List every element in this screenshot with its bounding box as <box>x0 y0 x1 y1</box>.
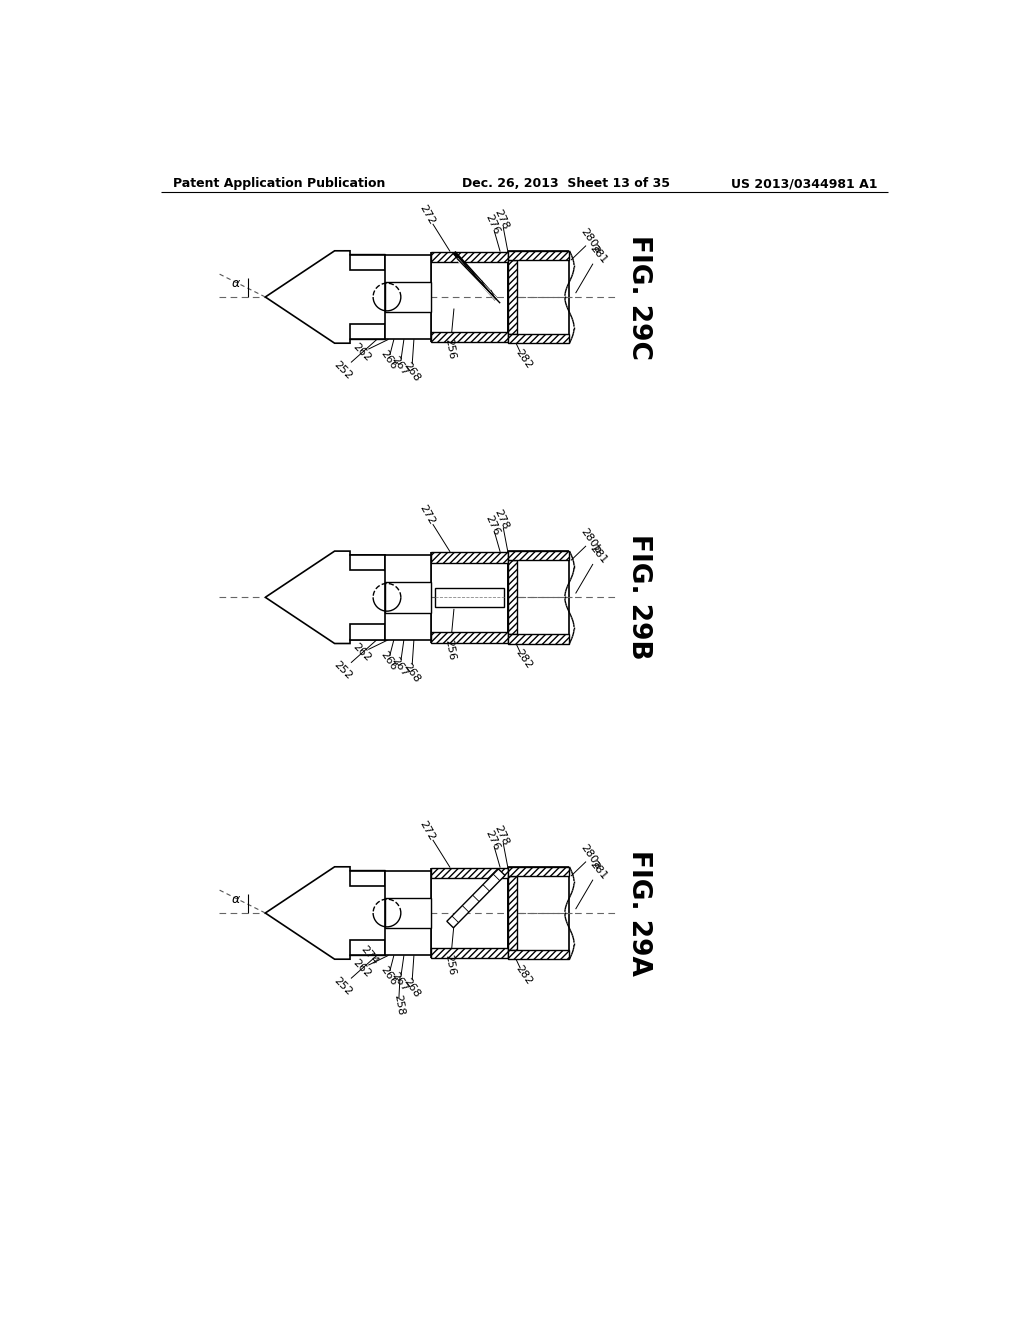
Bar <box>385 554 431 640</box>
Bar <box>508 260 517 334</box>
Bar <box>388 284 396 312</box>
Text: 252: 252 <box>331 975 353 997</box>
Text: 267: 267 <box>390 355 411 378</box>
Text: 278: 278 <box>493 508 511 532</box>
Bar <box>431 867 508 878</box>
Polygon shape <box>350 624 385 640</box>
Text: 282: 282 <box>513 347 534 370</box>
Text: 266: 266 <box>378 348 398 372</box>
Bar <box>508 867 569 876</box>
Text: US 2013/0344981 A1: US 2013/0344981 A1 <box>731 177 878 190</box>
Text: 272: 272 <box>418 818 436 842</box>
Polygon shape <box>350 554 385 570</box>
Text: 262: 262 <box>350 957 373 979</box>
Bar <box>385 582 431 612</box>
Bar <box>508 251 569 260</box>
Text: Dec. 26, 2013  Sheet 13 of 35: Dec. 26, 2013 Sheet 13 of 35 <box>462 177 670 190</box>
Bar <box>435 589 504 607</box>
Bar <box>508 334 569 343</box>
Text: 281: 281 <box>588 858 609 882</box>
Text: 276: 276 <box>483 513 502 537</box>
Bar <box>508 950 569 960</box>
Text: 268: 268 <box>401 360 422 384</box>
Bar <box>385 898 431 928</box>
Text: 266: 266 <box>378 965 398 987</box>
Bar <box>508 560 517 635</box>
Text: 272: 272 <box>418 203 436 226</box>
Text: 262: 262 <box>350 342 373 363</box>
Text: 272: 272 <box>418 503 436 527</box>
Bar <box>431 632 508 643</box>
Text: 282: 282 <box>513 647 534 671</box>
Bar <box>431 552 508 562</box>
Polygon shape <box>350 871 385 886</box>
Text: 280a: 280a <box>579 842 603 871</box>
Text: 268: 268 <box>401 977 422 1001</box>
Bar <box>508 876 517 950</box>
Text: FIG. 29A: FIG. 29A <box>626 850 651 975</box>
Bar <box>508 635 569 644</box>
Text: 256: 256 <box>443 338 457 360</box>
Bar <box>431 331 508 342</box>
Text: FIG. 29C: FIG. 29C <box>626 235 651 359</box>
Text: 262: 262 <box>350 642 373 664</box>
Text: 258: 258 <box>392 994 406 1016</box>
Polygon shape <box>350 940 385 956</box>
Text: 276: 276 <box>483 213 502 236</box>
Text: 252: 252 <box>331 660 353 681</box>
Bar <box>385 871 431 956</box>
Bar <box>508 552 569 561</box>
Bar <box>431 252 508 263</box>
Text: Patent Application Publication: Patent Application Publication <box>173 177 385 190</box>
Bar <box>388 899 396 927</box>
Polygon shape <box>265 867 396 960</box>
Text: 276: 276 <box>483 829 502 853</box>
Text: 282: 282 <box>513 964 534 986</box>
Text: 267: 267 <box>390 970 411 994</box>
Text: 281: 281 <box>588 543 609 565</box>
Bar <box>385 281 431 313</box>
Text: 278: 278 <box>493 824 511 847</box>
Text: 274: 274 <box>358 944 380 966</box>
Text: 281: 281 <box>588 243 609 265</box>
Text: α: α <box>231 277 241 289</box>
Text: 266: 266 <box>378 649 398 672</box>
Text: 256: 256 <box>443 954 457 977</box>
Text: α: α <box>231 892 241 906</box>
Text: 278: 278 <box>493 207 511 231</box>
Text: 252: 252 <box>331 359 353 381</box>
Bar <box>388 583 396 611</box>
Bar <box>385 255 431 339</box>
Polygon shape <box>265 251 396 343</box>
Text: 267: 267 <box>390 655 411 678</box>
Text: 280b: 280b <box>579 527 603 556</box>
Polygon shape <box>265 552 396 644</box>
Bar <box>431 948 508 958</box>
Polygon shape <box>350 323 385 339</box>
Text: FIG. 29B: FIG. 29B <box>626 535 651 660</box>
Polygon shape <box>350 255 385 271</box>
Polygon shape <box>446 869 505 928</box>
Text: 256: 256 <box>443 639 457 661</box>
Text: 268: 268 <box>401 661 422 684</box>
Text: 280a: 280a <box>579 227 603 255</box>
